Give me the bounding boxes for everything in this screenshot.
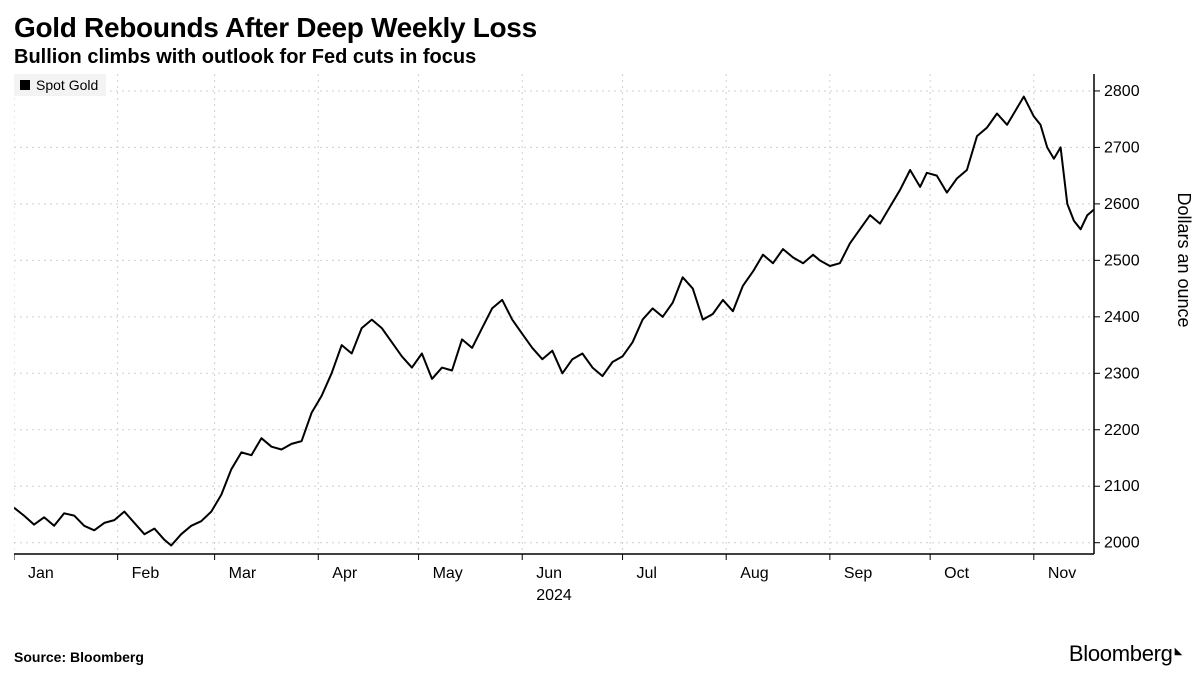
- x-year-label: 2024: [536, 587, 572, 604]
- legend-swatch: [20, 80, 30, 90]
- legend: Spot Gold: [14, 74, 106, 96]
- y-tick-label: 2700: [1104, 139, 1140, 156]
- x-tick-label: Jun: [536, 565, 562, 582]
- y-tick-label: 2000: [1104, 535, 1140, 552]
- legend-label: Spot Gold: [36, 77, 98, 93]
- y-tick-label: 2800: [1104, 83, 1140, 100]
- x-tick-label: Jul: [637, 565, 657, 582]
- y-tick-label: 2400: [1104, 309, 1140, 326]
- y-axis-title: Dollars an ounce: [1173, 192, 1194, 327]
- y-tick-label: 2100: [1104, 478, 1140, 495]
- x-tick-label: Apr: [332, 565, 358, 582]
- spot-gold-line: [14, 97, 1094, 546]
- x-tick-label: Aug: [740, 565, 768, 582]
- x-tick-label: Oct: [944, 565, 969, 582]
- chart-subtitle: Bullion climbs with outlook for Fed cuts…: [14, 46, 1186, 69]
- chart-title: Gold Rebounds After Deep Weekly Loss: [14, 12, 1186, 44]
- x-tick-label: Jan: [28, 565, 54, 582]
- source-label: Source: Bloomberg: [14, 649, 144, 665]
- line-chart-svg: 2000 2100 2200 2300 2400 2500 2600 2700 2800 Jan F…: [14, 74, 1154, 614]
- brand-logo: Bloomberg◣: [1069, 641, 1182, 667]
- x-tick-label: Sep: [844, 565, 873, 582]
- y-tick-label: 2500: [1104, 252, 1140, 269]
- y-tick-label: 2600: [1104, 196, 1140, 213]
- y-tick-label: 2200: [1104, 422, 1140, 439]
- x-tick-label: Feb: [132, 565, 160, 582]
- x-tick-label: May: [433, 565, 463, 582]
- y-tick-label: 2300: [1104, 365, 1140, 382]
- plot-area: 2000 2100 2200 2300 2400 2500 2600 2700 2800 Jan F…: [14, 74, 1154, 619]
- x-tick-label: Nov: [1048, 565, 1076, 582]
- x-tick-label: Mar: [229, 565, 257, 582]
